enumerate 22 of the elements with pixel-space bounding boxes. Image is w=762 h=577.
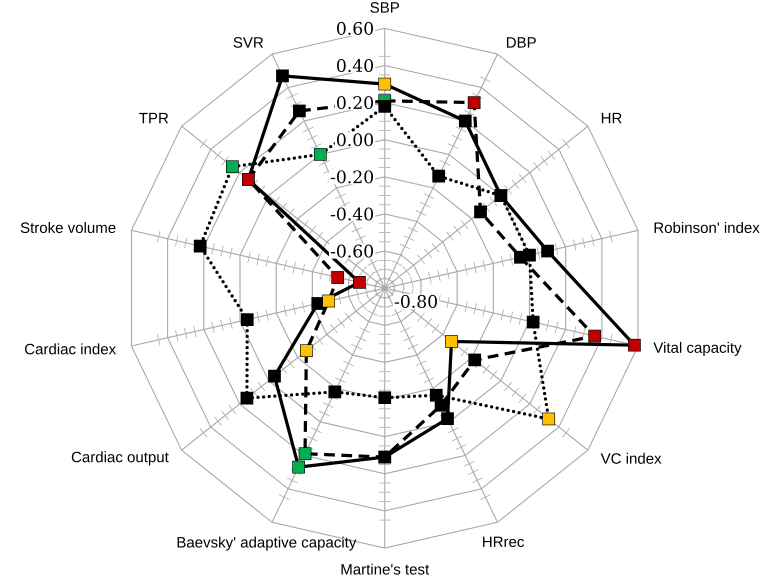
spoke-label: Stroke volume [20, 222, 116, 234]
spoke-label: Martine's test [342, 564, 430, 575]
y-tick-label: 0.20 [337, 96, 374, 110]
spoke-label: SBP [370, 2, 399, 13]
spoke-label: Robinson' index [654, 222, 760, 234]
y-tick-label: -0.80 [394, 294, 437, 308]
y-tick-label: -0.40 [330, 208, 374, 221]
spoke-label: VC index [600, 452, 662, 464]
spoke-label: Baevsky' adaptive capacity [178, 536, 356, 551]
y-tick-label: -0.60 [330, 244, 374, 258]
spoke-label: HRrec [483, 536, 524, 548]
spoke-label: SVR [234, 37, 264, 48]
spoke-label: Cardiac output [72, 451, 169, 466]
y-tick-label: 0.40 [337, 59, 374, 72]
y-tick-label: -0.20 [330, 170, 374, 184]
spoke-label: DBP [506, 37, 536, 48]
spoke-label: Cardiac index [25, 343, 116, 354]
y-tick-label: 0.60 [337, 22, 374, 35]
y-tick-label: 0.00 [337, 133, 374, 146]
spoke-label: TPR [139, 113, 168, 124]
spoke-label: HR [602, 113, 622, 124]
spoke-label: Vital capacity [653, 342, 742, 356]
